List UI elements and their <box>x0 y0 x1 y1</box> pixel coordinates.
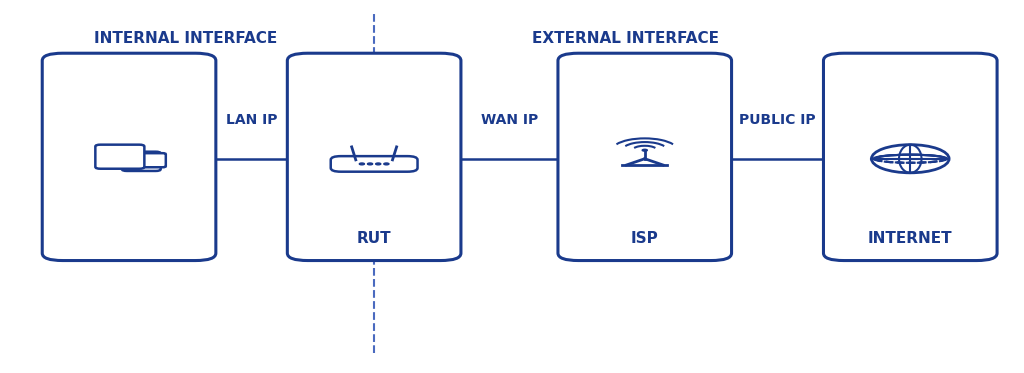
FancyBboxPatch shape <box>42 53 216 261</box>
FancyBboxPatch shape <box>823 53 997 261</box>
FancyBboxPatch shape <box>95 145 144 169</box>
Text: INTERNAL INTERFACE: INTERNAL INTERFACE <box>93 31 276 46</box>
FancyBboxPatch shape <box>122 152 161 171</box>
Circle shape <box>376 163 381 165</box>
Text: PUBLIC IP: PUBLIC IP <box>739 113 816 127</box>
Text: LAN IP: LAN IP <box>226 113 278 127</box>
FancyBboxPatch shape <box>141 153 166 167</box>
Circle shape <box>871 145 949 173</box>
Text: RUT: RUT <box>356 231 391 246</box>
Circle shape <box>642 149 647 151</box>
FancyBboxPatch shape <box>331 156 418 172</box>
Text: WAN IP: WAN IP <box>481 113 538 127</box>
Text: INTERNET: INTERNET <box>868 231 952 246</box>
Circle shape <box>384 163 389 165</box>
Text: EXTERNAL INTERFACE: EXTERNAL INTERFACE <box>532 31 720 46</box>
FancyBboxPatch shape <box>558 53 731 261</box>
Text: ISP: ISP <box>631 231 658 246</box>
Circle shape <box>359 163 365 165</box>
Circle shape <box>368 163 373 165</box>
FancyBboxPatch shape <box>288 53 461 261</box>
